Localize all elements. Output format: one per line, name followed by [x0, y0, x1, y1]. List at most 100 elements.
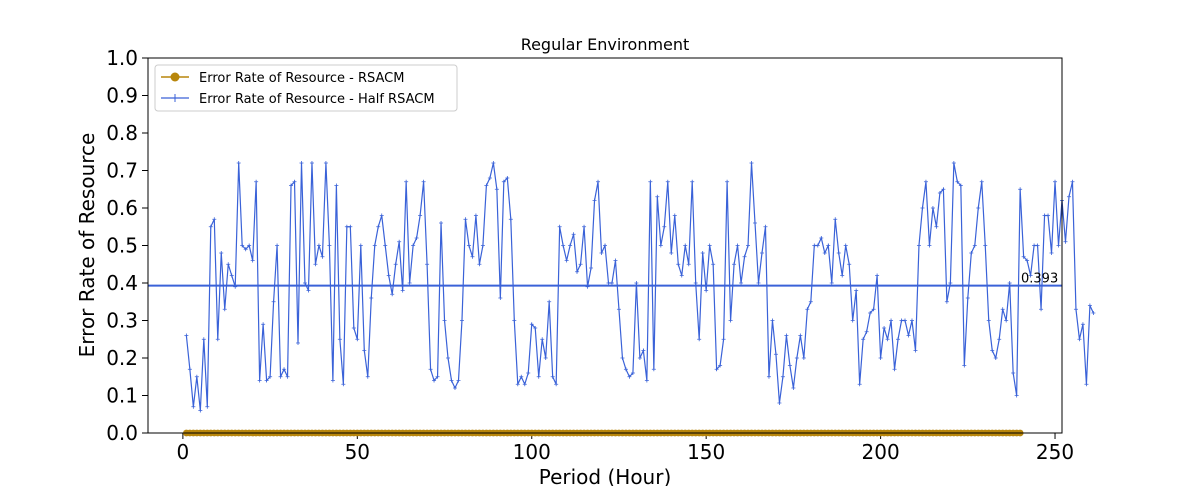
half-rsacm-point	[875, 273, 880, 278]
legend-label-rsacm: Error Rate of Resource - RSACM	[199, 71, 404, 86]
half-rsacm-point	[1084, 382, 1089, 387]
half-rsacm-point	[257, 378, 262, 383]
half-rsacm-point	[651, 367, 656, 372]
half-rsacm-point	[616, 307, 621, 312]
half-rsacm-point	[903, 318, 908, 323]
half-rsacm-point	[1021, 254, 1026, 259]
half-rsacm-point	[557, 224, 562, 229]
half-rsacm-point	[634, 281, 639, 285]
half-rsacm-point	[1035, 243, 1040, 248]
plot-frame	[147, 57, 1063, 434]
half-rsacm-point	[439, 221, 444, 225]
half-rsacm-point	[383, 243, 388, 248]
half-rsacm-point	[425, 262, 430, 267]
half-rsacm-point	[299, 161, 304, 165]
half-rsacm-point	[446, 356, 451, 360]
half-rsacm-point	[568, 243, 573, 248]
half-rsacm-point	[690, 179, 695, 184]
half-rsacm-point	[428, 367, 433, 372]
half-rsacm-point	[561, 243, 566, 248]
half-rsacm-point	[1091, 311, 1096, 315]
half-rsacm-point	[254, 179, 259, 184]
half-rsacm-point	[369, 296, 374, 300]
half-rsacm-point	[344, 224, 349, 229]
half-rsacm-point	[554, 382, 559, 387]
half-rsacm-point	[623, 367, 628, 372]
half-rsacm-point	[1042, 213, 1047, 218]
half-rsacm-point	[201, 337, 206, 342]
half-rsacm-point	[205, 404, 210, 409]
half-rsacm-point	[714, 367, 719, 372]
half-rsacm-point	[983, 243, 988, 248]
half-rsacm-point	[1018, 187, 1023, 192]
half-rsacm-point	[1025, 258, 1030, 263]
y-tick-label: 0.2	[106, 346, 138, 370]
half-rsacm-point	[341, 382, 346, 387]
half-rsacm-point	[351, 326, 356, 330]
half-rsacm-point	[316, 243, 321, 248]
half-rsacm-point	[798, 333, 803, 338]
half-rsacm-point	[1053, 179, 1058, 184]
half-rsacm-point	[184, 333, 189, 338]
half-rsacm-point	[1077, 337, 1082, 342]
legend-label-half-rsacm: Error Rate of Resource - Half RSACM	[199, 92, 435, 107]
half-rsacm-point	[801, 356, 806, 360]
half-rsacm-point	[923, 179, 928, 184]
half-rsacm-point	[864, 329, 869, 334]
half-rsacm-point	[519, 374, 524, 379]
half-rsacm-point	[355, 337, 360, 342]
half-rsacm-point	[414, 236, 419, 240]
half-rsacm-point	[937, 191, 942, 195]
half-rsacm-point	[927, 243, 932, 248]
half-rsacm-point	[327, 243, 332, 248]
half-rsacm-point	[501, 179, 506, 184]
half-rsacm-point	[637, 356, 642, 360]
half-rsacm-point	[627, 374, 632, 379]
half-rsacm-point	[550, 374, 555, 379]
half-rsacm-point	[836, 251, 841, 255]
half-rsacm-point	[379, 213, 384, 218]
half-rsacm-point	[725, 179, 730, 184]
half-rsacm-point	[662, 224, 667, 229]
half-rsacm-point	[718, 363, 723, 368]
half-rsacm-point	[313, 262, 318, 267]
half-rsacm-point	[526, 371, 531, 375]
half-rsacm-point	[679, 273, 684, 278]
half-rsacm-point	[976, 206, 981, 210]
half-rsacm-point	[794, 356, 799, 360]
y-tick-label: 0.4	[106, 271, 138, 295]
half-rsacm-point	[187, 367, 192, 372]
half-rsacm-point	[871, 307, 876, 312]
half-rsacm-point	[397, 239, 402, 244]
half-rsacm-point	[693, 281, 698, 285]
half-rsacm-point	[268, 374, 273, 379]
legend-entry-rsacm: Error Rate of Resource - RSACM	[161, 71, 404, 86]
half-rsacm-point	[261, 322, 266, 327]
half-rsacm-point	[320, 254, 325, 259]
half-rsacm-point	[920, 206, 925, 210]
half-rsacm-point	[962, 363, 967, 368]
series-half-rsacm-line	[185, 162, 1094, 411]
chart-title: Regular Environment	[521, 35, 690, 54]
half-rsacm-point	[885, 337, 890, 342]
half-rsacm-point	[850, 318, 855, 323]
half-rsacm-point	[833, 217, 838, 222]
half-rsacm-point	[958, 183, 963, 188]
half-rsacm-point	[889, 318, 894, 323]
half-rsacm-point	[194, 374, 199, 379]
half-rsacm-point	[494, 187, 499, 192]
half-rsacm-point	[700, 251, 705, 255]
half-rsacm-point	[972, 243, 977, 248]
half-rsacm-point	[655, 194, 660, 199]
half-rsacm-point	[1063, 239, 1068, 244]
half-rsacm-point	[480, 243, 485, 248]
half-rsacm-point	[533, 326, 538, 330]
half-rsacm-point	[1070, 179, 1075, 184]
half-rsacm-point	[986, 318, 991, 323]
half-rsacm-point	[763, 224, 768, 229]
half-rsacm-point	[777, 401, 782, 405]
half-rsacm-point	[226, 262, 231, 267]
half-rsacm-point	[1039, 307, 1044, 312]
half-rsacm-point	[1007, 281, 1012, 285]
